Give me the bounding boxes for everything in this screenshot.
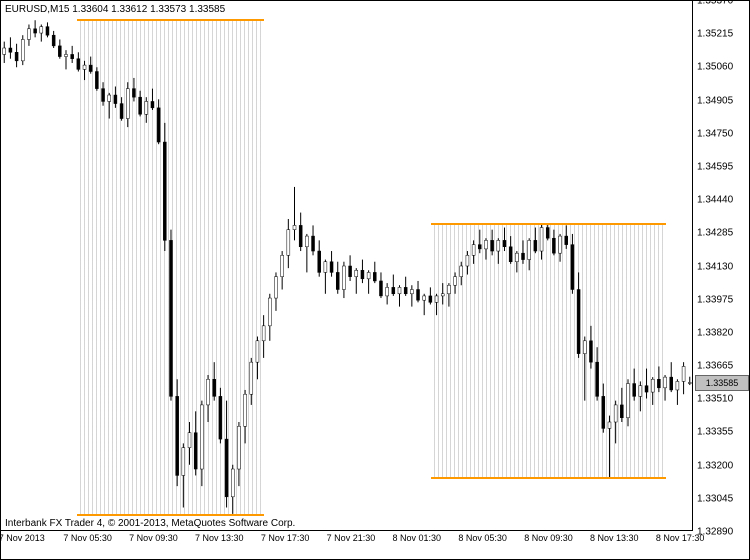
x-tick-label: 8 Nov 13:30 [590, 533, 639, 543]
y-tick-label: 1.34595 [697, 161, 733, 172]
y-tick-label: 1.35370 [697, 0, 733, 7]
x-tick-label: 7 Nov 05:30 [63, 533, 112, 543]
x-tick-label: 7 Nov 17:30 [261, 533, 310, 543]
y-tick-label: 1.33045 [697, 493, 733, 504]
chart-plot-area[interactable]: EURUSD,M15 1.33604 1.33612 1.33573 1.335… [1, 1, 693, 531]
y-tick-label: 1.35060 [697, 62, 733, 73]
x-tick-label: 8 Nov 01:30 [393, 533, 442, 543]
y-tick-label: 1.33510 [697, 394, 733, 405]
y-tick-label: 1.33355 [697, 427, 733, 438]
chart-copyright: Interbank FX Trader 4, © 2001-2013, Meta… [5, 518, 295, 529]
y-tick-label: 1.34285 [697, 228, 733, 239]
x-tick-label: 8 Nov 09:30 [524, 533, 573, 543]
x-tick-label: 7 Nov 21:30 [327, 533, 376, 543]
range-line [77, 514, 264, 516]
range-line [431, 223, 667, 225]
y-tick-label: 1.34130 [697, 261, 733, 272]
y-axis: 1.35370 1.35215 1.35060 1.34905 1.34750 1.345… [692, 1, 749, 531]
y-tick-label: 1.34750 [697, 128, 733, 139]
y-tick-label: 1.34905 [697, 95, 733, 106]
y-tick-label: 1.33820 [697, 327, 733, 338]
range-line [77, 19, 264, 21]
range-line [431, 477, 667, 479]
y-tick-label: 1.34440 [697, 195, 733, 206]
candlestick-series [1, 1, 693, 531]
y-tick-label: 1.33975 [697, 294, 733, 305]
x-tick-label: 7 Nov 2013 [0, 533, 45, 543]
y-tick-label: 1.35215 [697, 29, 733, 40]
current-price-tag: 1.33585 [695, 375, 749, 391]
y-tick-label: 1.33200 [697, 460, 733, 471]
x-tick-label: 8 Nov 05:30 [458, 533, 507, 543]
chart-container: EURUSD,M15 1.33604 1.33612 1.33573 1.335… [0, 0, 750, 560]
x-tick-label: 8 Nov 17:30 [656, 533, 705, 543]
x-tick-label: 7 Nov 13:30 [195, 533, 244, 543]
x-axis: 7 Nov 2013 7 Nov 05:30 7 Nov 09:30 7 Nov 13… [1, 530, 693, 559]
y-tick-label: 1.33665 [697, 361, 733, 372]
x-tick-label: 7 Nov 09:30 [129, 533, 178, 543]
chart-title: EURUSD,M15 1.33604 1.33612 1.33573 1.335… [5, 4, 225, 15]
